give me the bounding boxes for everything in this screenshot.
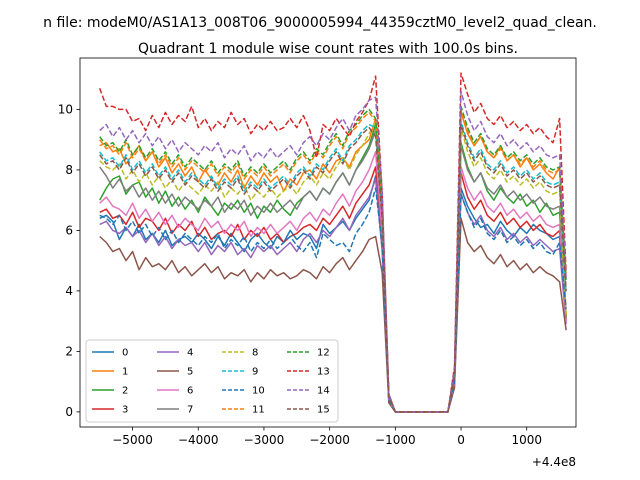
- legend-label-7: 7: [187, 405, 193, 416]
- legend-label-8: 8: [252, 348, 258, 359]
- series-line-4: [99, 178, 567, 413]
- y-tick-label-2: 2: [65, 344, 73, 358]
- x-tick-label-0: 0: [457, 433, 465, 447]
- x-axis: −5000 −4000 −3000 −2000 −1000 0 1000: [112, 427, 542, 447]
- legend-box: [85, 339, 339, 423]
- legend-label-13: 13: [317, 367, 330, 378]
- series-line-12: [99, 105, 567, 413]
- chart-title: Quadrant 1 module wise count rates with …: [138, 41, 518, 57]
- x-tick-label-1000: 1000: [511, 433, 542, 447]
- series-line-14: [99, 90, 567, 413]
- legend-label-12: 12: [317, 348, 330, 359]
- x-tick-label--3000: −3000: [244, 433, 285, 447]
- y-tick-label-6: 6: [65, 223, 73, 237]
- figure-suptitle: n file: modeM0/AS1A13_008T06_9000005994_…: [43, 15, 597, 31]
- y-axis: 0 2 4 6 8 10: [58, 102, 80, 419]
- legend-label-10: 10: [252, 386, 265, 397]
- series-line-5: [99, 217, 567, 413]
- y-tick-label-0: 0: [65, 405, 73, 419]
- series-line-13: [98, 72, 567, 413]
- y-tick-label-8: 8: [65, 163, 73, 177]
- series-line-9: [99, 120, 567, 413]
- legend-label-0: 0: [122, 348, 128, 359]
- legend-label-6: 6: [187, 386, 193, 397]
- x-tick-label--2000: −2000: [309, 433, 350, 447]
- series-line-15: [99, 123, 567, 413]
- y-tick-label-4: 4: [65, 284, 73, 298]
- x-tick-label--4000: −4000: [178, 433, 219, 447]
- axes-frame: [79, 57, 577, 428]
- x-tick-label--1000: −1000: [375, 433, 416, 447]
- legend-label-3: 3: [122, 405, 128, 416]
- series-line-8: [99, 120, 567, 413]
- x-tick-label--5000: −5000: [112, 433, 153, 447]
- y-tick-label-10: 10: [58, 102, 73, 116]
- x-offset-text: +4.4e8: [532, 455, 576, 469]
- legend-label-2: 2: [122, 386, 128, 397]
- legend-label-9: 9: [252, 367, 258, 378]
- plot-area: [79, 57, 577, 428]
- legend-label-1: 1: [122, 367, 128, 378]
- series-line-10: [99, 187, 567, 413]
- series-line-6: [99, 151, 567, 413]
- legend-label-11: 11: [252, 405, 265, 416]
- legend-label-5: 5: [187, 367, 193, 378]
- series-line-7: [99, 129, 567, 413]
- series-line-11: [99, 108, 567, 413]
- legend-label-14: 14: [317, 386, 330, 397]
- legend-label-4: 4: [187, 348, 193, 359]
- legend-label-15: 15: [317, 405, 330, 416]
